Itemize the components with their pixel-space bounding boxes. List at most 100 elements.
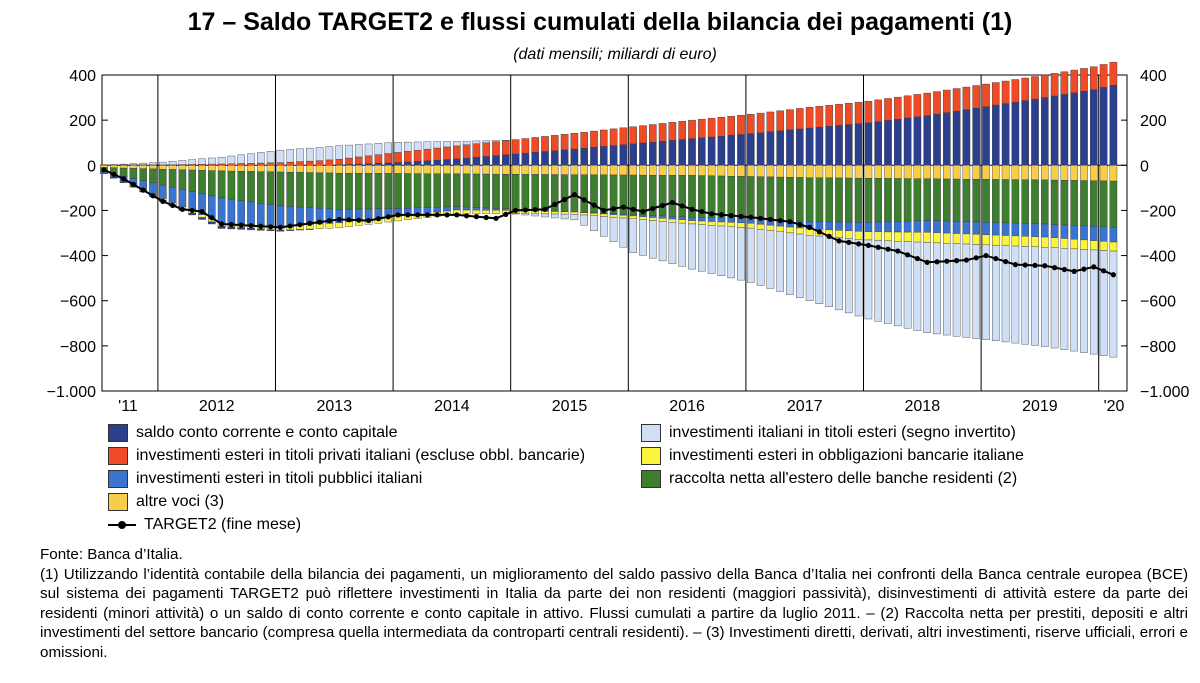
- bar-altre: [854, 165, 863, 179]
- bar-estero: [962, 243, 971, 338]
- bar-saldo: [952, 110, 961, 166]
- bar-pubb: [952, 221, 961, 234]
- bar-altre: [217, 165, 226, 172]
- target2-point: [532, 207, 538, 213]
- bar-obbl: [894, 231, 902, 242]
- bar-saldo: [717, 135, 726, 166]
- bar-estero: [756, 229, 765, 286]
- bar-saldo: [688, 138, 696, 166]
- bar-saldo: [668, 140, 677, 166]
- bar-estero: [1001, 245, 1010, 343]
- plot-frame: [101, 74, 1128, 392]
- bar-priv: [462, 144, 471, 159]
- bar-pubb: [1021, 223, 1029, 237]
- target2-point: [640, 208, 646, 215]
- bar-estero: [737, 227, 745, 281]
- bar-estero: [109, 164, 118, 166]
- target2-point: [454, 212, 460, 218]
- bar-pubb: [443, 206, 451, 212]
- bar-pubb: [266, 204, 275, 226]
- target2-point: [669, 199, 676, 206]
- bar-altre: [1031, 165, 1039, 181]
- target2-point: [1071, 268, 1077, 274]
- bar-raccolta: [1050, 179, 1059, 225]
- bar-obbl: [668, 218, 677, 223]
- bar-altre: [629, 165, 637, 176]
- target2-point: [346, 217, 352, 223]
- bar-saldo: [1070, 92, 1078, 166]
- bar-altre: [257, 165, 265, 172]
- bar-pubb: [894, 221, 902, 233]
- bar-estero: [874, 240, 882, 322]
- bar-altre: [315, 165, 324, 174]
- bar-estero: [364, 143, 373, 157]
- bar-pubb: [1070, 225, 1078, 240]
- target2-point: [160, 198, 166, 204]
- bar-obbl: [658, 218, 667, 222]
- bar-saldo: [756, 132, 765, 166]
- bar-raccolta: [306, 172, 314, 208]
- bar-priv: [433, 147, 442, 161]
- bar-altre: [423, 165, 432, 174]
- bar-estero: [119, 163, 128, 165]
- bar-saldo: [453, 158, 461, 166]
- chart-subtitle: (dati mensili; miliardi di euro): [513, 46, 717, 63]
- bar-saldo: [443, 159, 451, 166]
- bar-priv: [874, 99, 882, 122]
- bar-estero: [384, 142, 393, 154]
- target2-point: [464, 213, 470, 219]
- bar-estero: [1109, 250, 1118, 358]
- bar-obbl: [1099, 241, 1108, 251]
- bar-saldo: [766, 131, 775, 166]
- bar-priv: [345, 157, 353, 165]
- target2-point: [601, 207, 607, 214]
- bar-altre: [864, 165, 873, 179]
- bar-saldo: [286, 229, 295, 231]
- bar-saldo: [266, 229, 275, 232]
- bar-raccolta: [766, 176, 775, 220]
- bar-saldo: [776, 130, 784, 166]
- bar-obbl: [198, 214, 206, 218]
- bar-saldo: [1011, 101, 1020, 166]
- bar-obbl: [854, 231, 863, 240]
- bar-altre: [913, 165, 922, 179]
- bar-priv: [649, 124, 657, 143]
- target2-point: [905, 252, 911, 258]
- bar-raccolta: [325, 172, 334, 209]
- target2-point: [699, 208, 705, 215]
- bar-saldo: [854, 123, 863, 166]
- bar-priv: [590, 130, 598, 148]
- bar-priv: [786, 109, 794, 131]
- bar-estero: [1011, 245, 1020, 344]
- bar-saldo: [570, 148, 579, 166]
- bar-saldo: [1040, 97, 1049, 166]
- bar-altre: [1021, 165, 1029, 180]
- target2-point: [434, 212, 440, 218]
- legend-label: raccolta netta all'estero delle banche r…: [669, 470, 1018, 487]
- bar-altre: [943, 165, 951, 180]
- bar-altre: [276, 165, 285, 173]
- bar-altre: [492, 165, 500, 175]
- bar-saldo: [551, 150, 559, 166]
- bar-pubb: [639, 214, 647, 217]
- bar-priv: [962, 86, 971, 110]
- bar-priv: [658, 123, 667, 142]
- bar-altre: [639, 165, 647, 176]
- bar-raccolta: [668, 175, 677, 217]
- bar-pubb: [257, 203, 265, 226]
- target2-point: [1032, 262, 1038, 268]
- bar-altre: [649, 165, 657, 176]
- y-tick-label-right: −200: [1140, 203, 1176, 220]
- bar-estero: [531, 213, 539, 217]
- target2-point: [630, 206, 636, 212]
- bar-obbl: [884, 231, 892, 242]
- bar-altre: [835, 165, 843, 179]
- bar-estero: [257, 152, 265, 164]
- bar-obbl: [796, 227, 804, 235]
- bar-priv: [845, 103, 853, 125]
- bar-altre: [982, 165, 990, 180]
- bar-altre: [286, 165, 295, 173]
- bar-altre: [374, 165, 383, 174]
- legend-label: TARGET2 (fine mese): [144, 516, 302, 533]
- bar-obbl: [864, 231, 873, 241]
